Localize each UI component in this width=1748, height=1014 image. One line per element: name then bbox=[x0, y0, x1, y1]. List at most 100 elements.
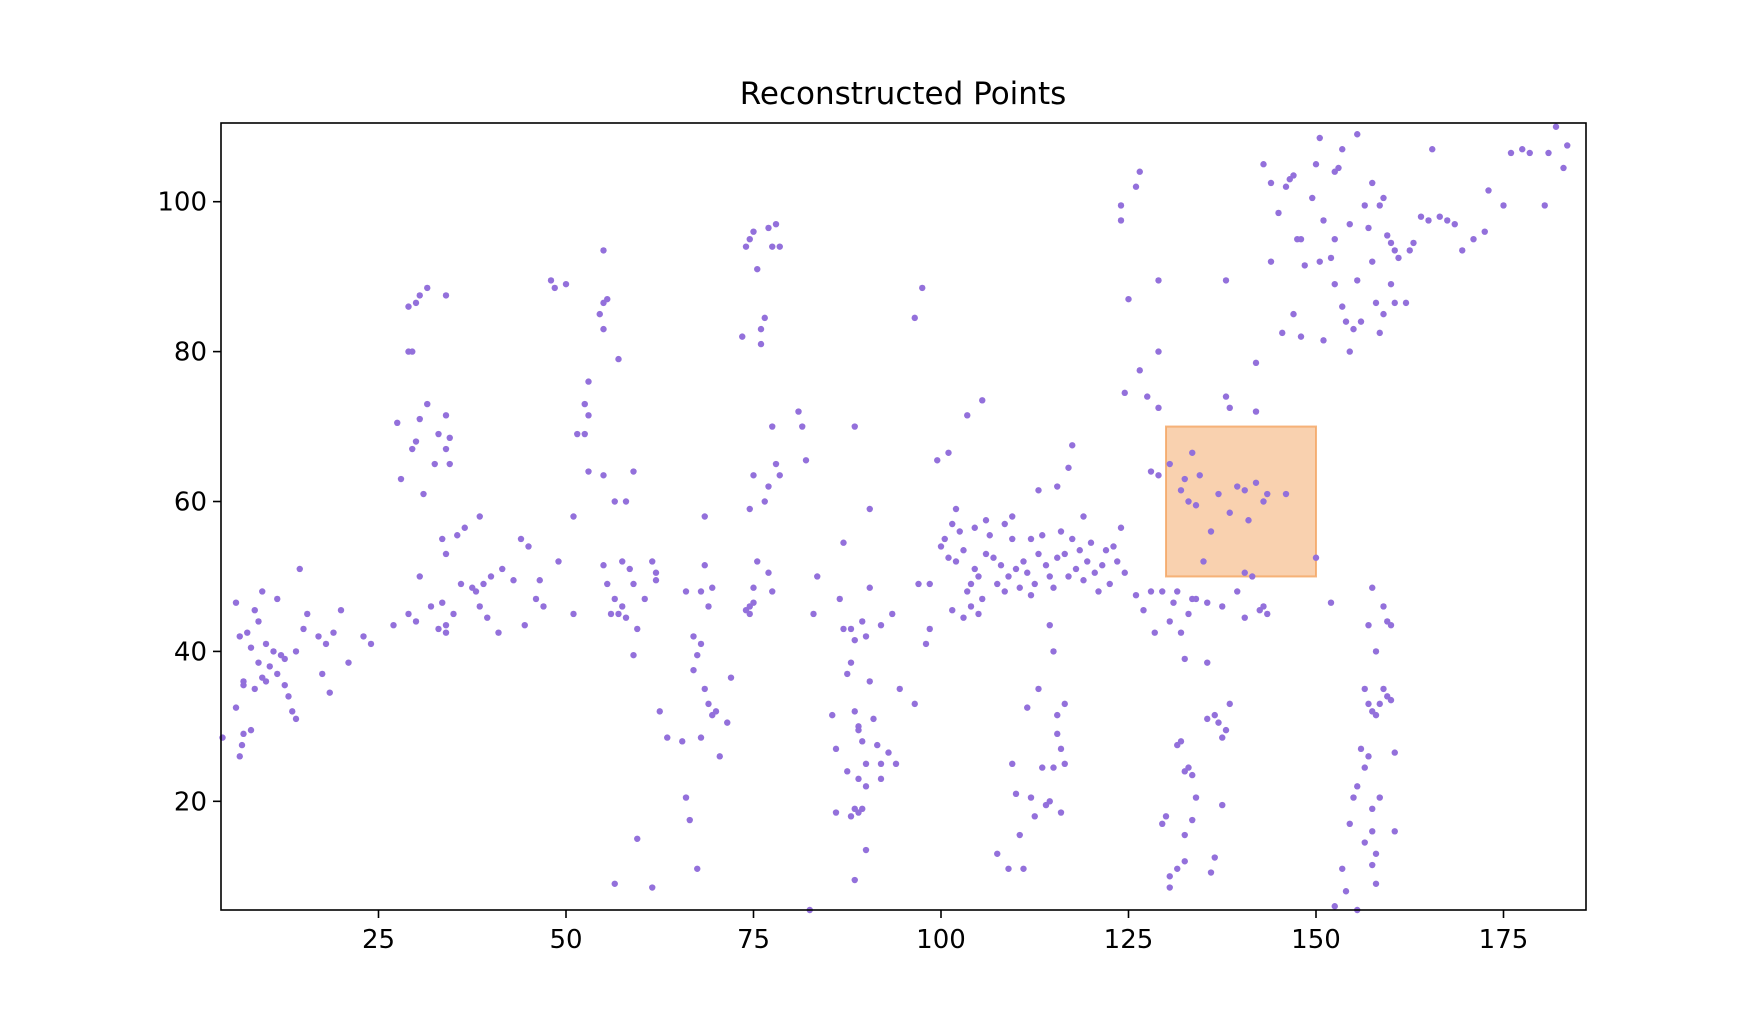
data-point bbox=[259, 588, 266, 595]
data-point bbox=[1057, 745, 1065, 753]
data-point bbox=[1020, 865, 1027, 872]
data-point bbox=[862, 846, 870, 854]
data-point bbox=[866, 505, 873, 513]
data-point bbox=[1267, 258, 1275, 265]
data-point bbox=[844, 768, 851, 775]
data-point bbox=[742, 243, 750, 250]
data-point bbox=[446, 434, 453, 441]
data-point bbox=[1005, 573, 1012, 580]
data-point bbox=[1057, 809, 1065, 816]
data-point bbox=[1357, 745, 1365, 753]
data-point bbox=[1057, 528, 1065, 535]
data-point bbox=[851, 708, 858, 715]
data-point bbox=[1226, 509, 1233, 516]
data-point bbox=[1102, 547, 1110, 554]
data-point bbox=[840, 625, 847, 633]
data-point bbox=[997, 562, 1005, 569]
data-point bbox=[964, 588, 971, 595]
data-point bbox=[1155, 472, 1162, 479]
data-point bbox=[949, 606, 956, 614]
data-point bbox=[1222, 726, 1230, 734]
data-point bbox=[750, 472, 757, 479]
data-point bbox=[769, 243, 776, 250]
data-points bbox=[219, 123, 1571, 914]
data-point bbox=[1519, 146, 1526, 153]
data-point bbox=[709, 584, 716, 591]
data-point bbox=[1226, 404, 1233, 412]
data-point bbox=[397, 475, 405, 483]
data-point bbox=[649, 558, 656, 565]
data-point bbox=[394, 419, 401, 427]
data-point bbox=[232, 704, 240, 711]
data-point bbox=[431, 460, 438, 468]
data-point bbox=[1282, 183, 1290, 190]
data-point bbox=[1117, 202, 1125, 209]
data-point bbox=[765, 483, 772, 490]
data-point bbox=[836, 595, 843, 603]
data-point bbox=[1084, 558, 1091, 565]
data-point bbox=[1451, 220, 1458, 228]
data-point bbox=[844, 670, 851, 678]
data-point bbox=[439, 599, 446, 606]
data-point bbox=[772, 460, 780, 468]
data-point bbox=[1200, 558, 1207, 565]
data-point bbox=[416, 573, 423, 580]
data-point bbox=[750, 228, 757, 235]
data-point bbox=[562, 280, 570, 288]
data-point bbox=[701, 513, 708, 520]
data-point bbox=[442, 292, 450, 299]
data-point bbox=[1031, 580, 1038, 588]
data-point bbox=[1387, 239, 1395, 247]
data-point bbox=[1387, 621, 1395, 629]
data-point bbox=[1552, 123, 1560, 130]
data-point bbox=[1331, 280, 1338, 288]
data-point bbox=[829, 711, 836, 719]
x-tick-label: 150 bbox=[1291, 925, 1341, 955]
data-point bbox=[1384, 232, 1391, 239]
data-point bbox=[251, 685, 258, 693]
data-point bbox=[832, 745, 840, 753]
data-point bbox=[847, 659, 855, 666]
data-point bbox=[262, 640, 270, 648]
data-point bbox=[1380, 603, 1387, 610]
data-point bbox=[1369, 584, 1376, 591]
data-point bbox=[1136, 367, 1143, 374]
data-point bbox=[1072, 565, 1080, 573]
data-point bbox=[581, 430, 588, 438]
y-tick-label: 80 bbox=[174, 338, 207, 368]
data-point bbox=[1166, 460, 1173, 468]
data-point bbox=[367, 640, 375, 648]
data-point bbox=[1354, 131, 1361, 138]
data-point bbox=[1155, 348, 1162, 355]
data-point bbox=[1027, 592, 1035, 599]
data-point bbox=[1241, 569, 1248, 576]
data-point bbox=[960, 547, 967, 554]
data-point bbox=[1050, 648, 1057, 655]
data-point bbox=[694, 865, 701, 872]
data-point bbox=[1155, 404, 1162, 412]
data-point bbox=[1204, 659, 1211, 666]
data-point bbox=[274, 670, 281, 678]
data-point bbox=[435, 625, 442, 633]
data-point bbox=[1117, 217, 1125, 224]
data-point bbox=[934, 457, 941, 464]
data-point bbox=[585, 412, 592, 419]
data-point bbox=[1110, 543, 1117, 550]
data-point bbox=[1192, 595, 1200, 603]
data-point bbox=[649, 884, 656, 891]
data-point bbox=[859, 618, 866, 625]
data-point bbox=[919, 284, 926, 292]
data-point bbox=[727, 674, 735, 681]
data-point bbox=[1215, 490, 1222, 498]
data-point bbox=[799, 423, 806, 430]
data-point bbox=[716, 753, 723, 760]
data-point bbox=[285, 693, 292, 700]
data-point bbox=[1132, 592, 1140, 599]
data-point bbox=[802, 457, 810, 464]
y-tick-label: 20 bbox=[174, 787, 207, 817]
data-point bbox=[1181, 831, 1188, 839]
data-point bbox=[1252, 479, 1260, 486]
data-point bbox=[754, 558, 761, 565]
data-point bbox=[1001, 520, 1008, 528]
data-point bbox=[1526, 149, 1533, 157]
